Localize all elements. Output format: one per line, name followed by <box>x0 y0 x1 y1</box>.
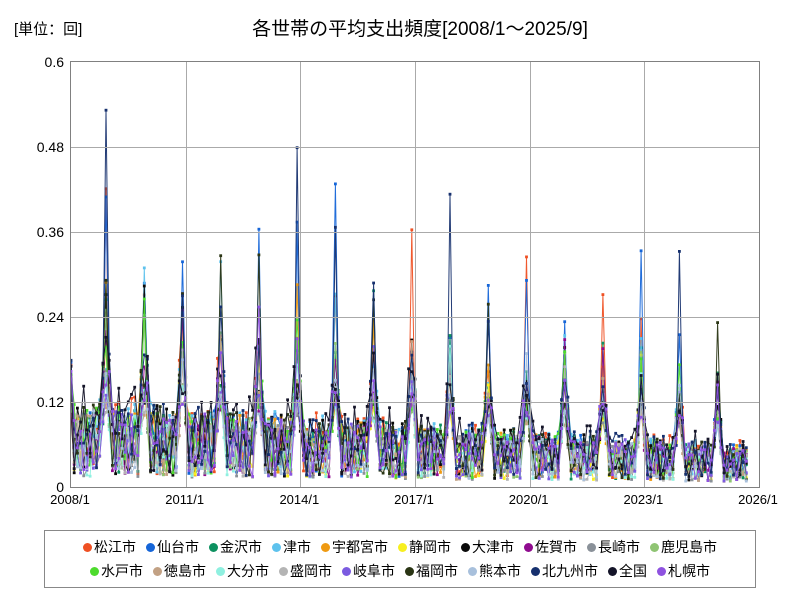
legend-item[interactable]: 岐阜市 <box>342 564 395 578</box>
legend-label: 徳島市 <box>164 563 206 579</box>
y-tick-label: 0 <box>56 479 64 495</box>
legend-marker-icon <box>587 542 596 552</box>
x-tick-label: 2008/1 <box>50 492 90 507</box>
legend-item[interactable]: 熊本市 <box>468 564 521 578</box>
legend-row: 松江市 仙台市 金沢市 津市 宇都宮市 静岡市 大津市 佐賀市 長崎市 鹿児島市 <box>51 535 749 559</box>
plot-area <box>70 61 760 488</box>
legend-label: 長崎市 <box>598 539 640 555</box>
legend-marker-icon <box>524 542 533 552</box>
legend-marker-icon <box>209 542 218 552</box>
legend-label: 大分市 <box>227 563 269 579</box>
legend-item[interactable]: 鹿児島市 <box>650 540 717 554</box>
legend-marker-icon <box>342 566 351 576</box>
series-18 <box>71 335 748 481</box>
legend-label: 盛岡市 <box>290 563 332 579</box>
legend-item[interactable]: 全国 <box>608 564 647 578</box>
legend-item[interactable]: 札幌市 <box>657 564 710 578</box>
gridline-vertical <box>300 62 301 487</box>
legend-label: 札幌市 <box>668 563 710 579</box>
y-tick-label: 0.6 <box>44 54 64 70</box>
legend-label: 大津市 <box>472 539 514 555</box>
legend-label: 金沢市 <box>220 539 262 555</box>
legend-marker-icon <box>468 566 477 576</box>
legend-item[interactable]: 大分市 <box>216 564 269 578</box>
legend-item[interactable]: 津市 <box>272 540 311 554</box>
legend-marker-icon <box>398 542 407 552</box>
legend-marker-icon <box>272 542 281 552</box>
legend-label: 仙台市 <box>157 539 199 555</box>
y-tick-label: 0.24 <box>36 309 64 325</box>
legend-item[interactable]: 大津市 <box>461 540 514 554</box>
y-tick-label: 0.36 <box>36 224 64 240</box>
legend-item[interactable]: 金沢市 <box>209 540 262 554</box>
y-tick-label: 0.48 <box>36 139 64 155</box>
x-tick-label: 2026/1 <box>738 492 778 507</box>
chart-title: 各世帯の平均支出頻度[2008/1～2025/9] <box>252 19 588 40</box>
gridline-vertical <box>415 62 416 487</box>
gridline-vertical <box>644 62 645 487</box>
legend-label: 宇都宮市 <box>332 539 388 555</box>
legend-row: 水戸市 徳島市 大分市 盛岡市 岐阜市 福岡市 熊本市 北九州市 全国 札幌市 <box>51 559 749 583</box>
gridline-vertical <box>186 62 187 487</box>
y-tick-label: 0.12 <box>36 394 64 410</box>
unit-label: [単位：回] <box>14 21 83 38</box>
legend-item[interactable]: 松江市 <box>83 540 136 554</box>
legend-marker-icon <box>461 542 470 552</box>
legend-label: 佐賀市 <box>535 539 577 555</box>
legend-label: 静岡市 <box>409 539 451 555</box>
legend: 松江市 仙台市 金沢市 津市 宇都宮市 静岡市 大津市 佐賀市 長崎市 鹿児島市水戸市 徳島市 大分市… <box>44 530 756 588</box>
legend-item[interactable]: 宇都宮市 <box>321 540 388 554</box>
legend-item[interactable]: 水戸市 <box>90 564 143 578</box>
x-axis: 2008/1 2011/1 2014/1 2017/1 2020/1 2023/1 2026… <box>0 492 800 516</box>
legend-label: 鹿児島市 <box>661 539 717 555</box>
legend-marker-icon <box>650 542 659 552</box>
series-lines <box>71 108 748 483</box>
legend-label: 北九州市 <box>542 563 598 579</box>
gridline-vertical <box>530 62 531 487</box>
legend-item[interactable]: 盛岡市 <box>279 564 332 578</box>
legend-item[interactable]: 静岡市 <box>398 540 451 554</box>
x-tick-label: 2020/1 <box>508 492 549 507</box>
x-tick-label: 2017/1 <box>394 492 434 507</box>
legend-marker-icon <box>405 566 414 576</box>
legend-marker-icon <box>608 566 617 576</box>
legend-item[interactable]: 佐賀市 <box>524 540 577 554</box>
legend-item[interactable]: 北九州市 <box>531 564 598 578</box>
legend-label: 熊本市 <box>479 563 521 579</box>
legend-label: 福岡市 <box>416 563 458 579</box>
legend-marker-icon <box>216 566 225 576</box>
legend-marker-icon <box>153 566 162 576</box>
legend-marker-icon <box>321 542 330 552</box>
legend-item[interactable]: 徳島市 <box>153 564 206 578</box>
legend-label: 水戸市 <box>101 563 143 579</box>
legend-marker-icon <box>531 566 540 576</box>
legend-label: 全国 <box>619 563 647 579</box>
legend-marker-icon <box>83 542 92 552</box>
legend-marker-icon <box>146 542 155 552</box>
legend-label: 津市 <box>283 539 311 555</box>
legend-marker-icon <box>657 566 666 576</box>
legend-item[interactable]: 長崎市 <box>587 540 640 554</box>
x-tick-label: 2014/1 <box>279 492 320 507</box>
x-tick-label: 2023/1 <box>623 492 664 507</box>
legend-marker-icon <box>90 566 99 576</box>
x-tick-label: 2011/1 <box>165 492 205 507</box>
legend-marker-icon <box>279 566 288 576</box>
legend-label: 岐阜市 <box>353 563 395 579</box>
y-axis: 0 0.12 0.24 0.36 0.48 0.6 <box>0 54 64 495</box>
legend-item[interactable]: 仙台市 <box>146 540 199 554</box>
legend-label: 松江市 <box>94 539 136 555</box>
legend-item[interactable]: 福岡市 <box>405 564 458 578</box>
